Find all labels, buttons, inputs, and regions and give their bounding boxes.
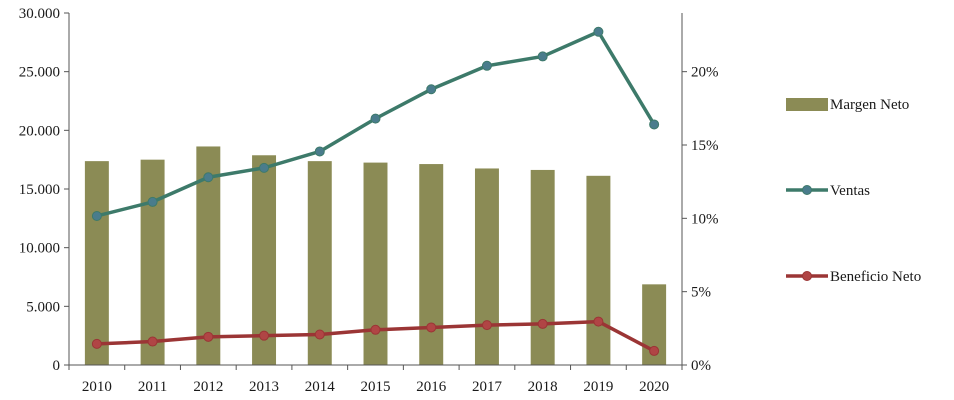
point-beneficio-neto bbox=[649, 345, 660, 356]
right-tick-label: 0% bbox=[691, 358, 711, 374]
point-beneficio-neto bbox=[481, 320, 492, 331]
left-tick-label: 10.000 bbox=[19, 241, 60, 257]
x-tick-label: 2010 bbox=[82, 379, 112, 395]
bar-margen-neto bbox=[474, 168, 499, 365]
point-ventas bbox=[147, 196, 158, 207]
bar-margen-neto bbox=[307, 161, 332, 365]
x-tick-label: 2017 bbox=[472, 379, 503, 395]
left-tick-label: 5.000 bbox=[26, 299, 60, 315]
point-ventas bbox=[649, 119, 660, 130]
point-ventas bbox=[91, 210, 102, 221]
point-beneficio-neto bbox=[426, 322, 437, 333]
legend-swatch-margen-neto bbox=[786, 98, 828, 111]
bar-margen-neto bbox=[252, 155, 277, 365]
point-beneficio-neto bbox=[370, 324, 381, 335]
left-axis-ticks: 0 5.000 10.000 15.000 20.000 25.000 30.000 bbox=[19, 6, 69, 374]
point-beneficio-neto bbox=[91, 338, 102, 349]
bar-margen-neto bbox=[84, 161, 109, 365]
left-tick-label: 15.000 bbox=[19, 182, 60, 198]
point-beneficio-neto bbox=[537, 318, 548, 329]
point-ventas bbox=[314, 146, 325, 157]
right-tick-label: 5% bbox=[691, 285, 711, 301]
legend-label-margen-neto: Margen Neto bbox=[830, 97, 909, 113]
x-tick-label: 2018 bbox=[528, 379, 558, 395]
line-layer bbox=[91, 26, 660, 356]
point-ventas bbox=[203, 172, 214, 183]
point-beneficio-neto bbox=[259, 330, 270, 341]
left-tick-label: 20.000 bbox=[19, 123, 60, 139]
left-tick-label: 25.000 bbox=[19, 65, 60, 81]
point-ventas bbox=[259, 162, 270, 173]
point-ventas bbox=[537, 51, 548, 62]
x-tick-label: 2019 bbox=[583, 379, 613, 395]
point-beneficio-neto bbox=[147, 336, 158, 347]
right-tick-label: 15% bbox=[691, 138, 719, 154]
x-tick-label: 2012 bbox=[193, 379, 223, 395]
point-beneficio-neto bbox=[593, 316, 604, 327]
x-tick-label: 2015 bbox=[361, 379, 391, 395]
bar-layer bbox=[84, 146, 667, 365]
x-tick-label: 2020 bbox=[639, 379, 669, 395]
legend-marker-beneficio-neto bbox=[802, 271, 812, 281]
right-tick-label: 10% bbox=[691, 211, 719, 227]
x-tick-label: 2014 bbox=[305, 379, 336, 395]
legend: Margen Neto Ventas Beneficio Neto bbox=[786, 97, 921, 285]
bar-margen-neto bbox=[642, 284, 667, 365]
legend-label-beneficio-neto: Beneficio Neto bbox=[830, 269, 921, 285]
x-tick-label: 2016 bbox=[416, 379, 447, 395]
right-tick-label: 20% bbox=[691, 65, 719, 81]
legend-label-ventas: Ventas bbox=[830, 183, 870, 199]
bar-margen-neto bbox=[196, 146, 221, 365]
bar-margen-neto bbox=[530, 169, 555, 365]
point-beneficio-neto bbox=[314, 329, 325, 340]
point-ventas bbox=[593, 26, 604, 37]
right-axis-ticks: 0% 5% 10% 15% 20% bbox=[682, 65, 719, 374]
left-tick-label: 30.000 bbox=[19, 6, 60, 22]
point-beneficio-neto bbox=[203, 331, 214, 342]
point-ventas bbox=[481, 60, 492, 71]
x-axis-ticks: 2010 2011 2012 2013 2014 2015 2016 2017 2018 2019… bbox=[68, 365, 683, 395]
bar-margen-neto bbox=[363, 162, 388, 365]
point-ventas bbox=[370, 113, 381, 124]
bar-margen-neto bbox=[586, 175, 611, 365]
bar-margen-neto bbox=[419, 164, 444, 365]
x-tick-label: 2013 bbox=[249, 379, 279, 395]
bar-margen-neto bbox=[140, 159, 165, 365]
legend-marker-ventas bbox=[802, 185, 812, 195]
point-ventas bbox=[426, 84, 437, 95]
x-tick-label: 2011 bbox=[138, 379, 167, 395]
left-tick-label: 0 bbox=[53, 358, 61, 374]
